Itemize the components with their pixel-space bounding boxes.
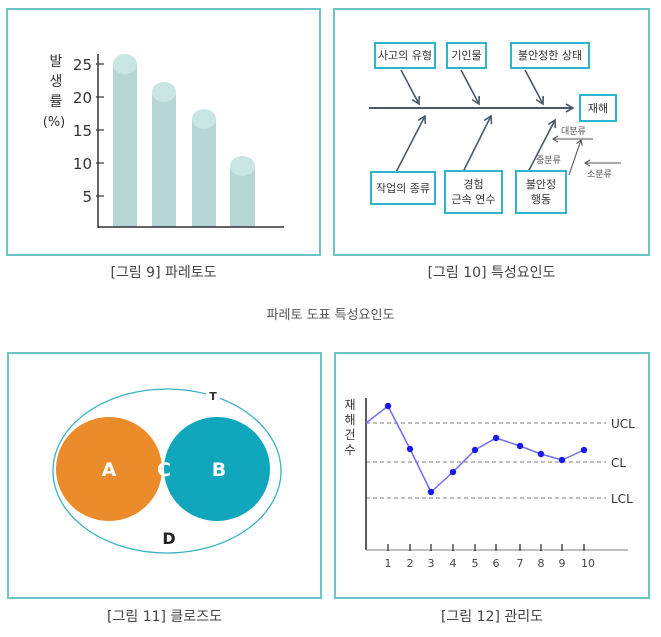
- cause-box-unsafe-behavior: 불안정 행동: [515, 170, 567, 214]
- set-a: [56, 417, 162, 521]
- label-minor-category: 소분류: [587, 170, 612, 180]
- effect-box-accident: 재해: [579, 94, 617, 122]
- control-frame: 재 해 건 수 UCL CL LCL 1 2 3 4 5 6 7 8 9: [334, 352, 650, 599]
- label-major-category: 대분류: [561, 127, 586, 137]
- ylabel-char: 률: [50, 94, 63, 110]
- cause-box-unsafe-condition: 불안정한 상태: [510, 42, 590, 69]
- ucl-label: UCL: [611, 417, 635, 431]
- bar-1: [113, 64, 137, 227]
- label-t: T: [209, 390, 217, 403]
- ylabel-char: (%): [43, 115, 66, 130]
- svg-text:7: 7: [517, 557, 524, 570]
- fishbone-frame: 사고의 유형 기인물 불안정한 상태 재해 작업의 종류 경험 근속 연수 불안…: [333, 8, 650, 256]
- ylabel-char: 해: [344, 413, 355, 427]
- label-a: A: [102, 459, 117, 481]
- cl-label: CL: [611, 456, 626, 470]
- fishbone-diagram: [369, 69, 621, 179]
- closs-diagram: T A C B D: [52, 388, 282, 554]
- svg-text:4: 4: [450, 557, 457, 570]
- ylabel-char: 건: [344, 428, 355, 442]
- lcl-label: LCL: [611, 492, 633, 506]
- bar-2: [152, 92, 176, 227]
- ytick-label: 25: [73, 56, 92, 74]
- fishbone-caption: [그림 10] 특성요인도: [427, 265, 556, 281]
- svg-text:10: 10: [581, 557, 595, 570]
- set-b: [164, 417, 270, 521]
- label-b: B: [212, 459, 226, 481]
- page-title: 파레토 도표 특성요인도: [266, 308, 395, 323]
- svg-text:1: 1: [385, 557, 392, 570]
- svg-text:6: 6: [493, 557, 500, 570]
- pareto-frame: 발 생 률 (%) 25 20 15 10 5: [6, 8, 321, 256]
- pareto-chart: 발 생 률 (%) 25 20 15 10 5: [43, 54, 284, 228]
- closs-frame: T A C B D: [7, 352, 322, 599]
- ylabel-char: 재: [344, 398, 355, 412]
- svg-text:2: 2: [407, 557, 414, 570]
- cause-box-experience: 경험 근속 연수: [444, 170, 503, 214]
- ylabel-char: 수: [344, 443, 355, 457]
- total-set-outline: [52, 388, 282, 554]
- closs-caption: [그림 11] 클로즈도: [107, 609, 222, 625]
- bar-3: [192, 119, 216, 227]
- ytick-label: 5: [82, 188, 92, 206]
- label-middle-category: 중분류: [536, 156, 561, 166]
- label-c: C: [157, 459, 171, 481]
- control-caption: [그림 12] 관리도: [440, 609, 544, 625]
- bar-4: [230, 166, 255, 227]
- ytick-label: 10: [73, 155, 92, 173]
- ytick-label: 20: [73, 89, 92, 107]
- label-d: D: [162, 529, 175, 548]
- cause-box-agent: 기인물: [446, 42, 487, 69]
- svg-text:8: 8: [538, 557, 545, 570]
- ytick-label: 15: [73, 122, 92, 140]
- cause-box-accident-type: 사고의 유형: [374, 42, 436, 69]
- svg-text:3: 3: [428, 557, 435, 570]
- pareto-caption: [그림 9] 파레토도: [110, 265, 217, 281]
- ylabel-char: 생: [50, 74, 63, 90]
- svg-text:5: 5: [472, 557, 479, 570]
- svg-text:9: 9: [559, 557, 566, 570]
- control-chart: 재 해 건 수 UCL CL LCL 1 2 3 4 5 6 7 8 9: [344, 398, 635, 570]
- cause-box-work-type: 작업의 종류: [370, 171, 436, 205]
- ylabel-char: 발: [50, 54, 63, 70]
